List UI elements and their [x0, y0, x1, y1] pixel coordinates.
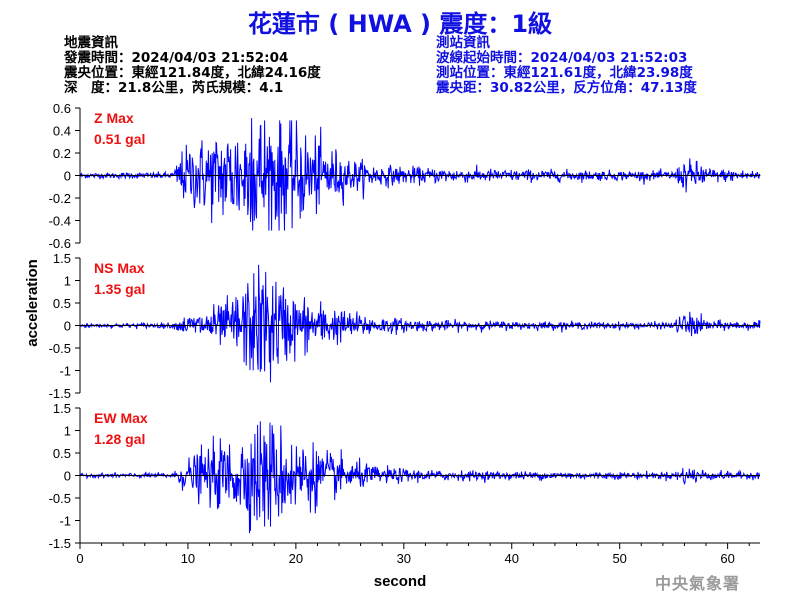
y-tick-label: 1.5 — [53, 401, 71, 416]
earthquake-info: 地震資訊 發震時間：2024/04/03 21:52:04 震央位置：東經121… — [64, 36, 321, 96]
y-tick-label: 0 — [64, 169, 71, 184]
y-tick-label: -1.5 — [49, 386, 71, 401]
x-tick-label: 40 — [505, 551, 519, 566]
waveform-start-time: 波線起始時間：2024/04/03 21:52:03 — [436, 50, 688, 66]
x-tick-label: 30 — [397, 551, 411, 566]
y-tick-label: -1 — [59, 364, 71, 379]
channel-max-label: 0.51 gal — [94, 131, 145, 147]
waveform-trace — [79, 264, 761, 383]
y-tick-label: 0.5 — [53, 296, 71, 311]
page-title: 花蓮市 ( HWA ) 震度：1級 — [247, 10, 553, 38]
y-tick-label: 0.5 — [53, 446, 71, 461]
epicenter-location: 震央位置：東經121.84度，北緯24.16度 — [64, 65, 321, 81]
y-tick-label: -0.5 — [49, 341, 71, 356]
y-tick-label: -0.6 — [49, 236, 71, 251]
channel-name-label: Z Max — [94, 110, 134, 126]
station-info-heading: 測站資訊 — [436, 35, 490, 51]
depth-magnitude: 深 度：21.8公里，芮氏規模：4.1 — [64, 80, 284, 96]
y-tick-label: -1.5 — [49, 536, 71, 551]
y-axis-title: acceleration — [24, 259, 41, 347]
x-tick-label: 10 — [181, 551, 195, 566]
station-location: 測站位置：東經121.61度，北緯23.98度 — [436, 65, 693, 81]
y-tick-label: 0 — [64, 469, 71, 484]
y-tick-label: 0.4 — [53, 124, 71, 139]
agency-watermark: 中央氣象署 — [655, 574, 741, 593]
y-tick-label: 0.2 — [53, 146, 71, 161]
y-tick-label: -0.4 — [49, 214, 71, 229]
channel-name-label: NS Max — [94, 260, 145, 276]
y-tick-label: -1 — [59, 514, 71, 529]
x-tick-label: 50 — [612, 551, 626, 566]
x-tick-label: 0 — [76, 551, 83, 566]
origin-time: 發震時間：2024/04/03 21:52:04 — [64, 50, 289, 66]
y-tick-label: 1 — [64, 424, 71, 439]
x-tick-label: 20 — [289, 551, 303, 566]
y-tick-label: -0.5 — [49, 491, 71, 506]
x-axis-title: second — [374, 573, 427, 590]
epicentral-distance-azimuth: 震央距：30.82公里，反方位角：47.13度 — [436, 80, 697, 96]
channel-name-label: EW Max — [94, 410, 148, 426]
waveform-trace — [79, 421, 761, 534]
y-tick-label: -0.2 — [49, 191, 71, 206]
y-tick-label: 0.6 — [53, 101, 71, 116]
y-tick-label: 0 — [64, 319, 71, 334]
y-tick-label: 1.5 — [53, 251, 71, 266]
x-tick-label: 60 — [720, 551, 734, 566]
station-info: 測站資訊 波線起始時間：2024/04/03 21:52:03 測站位置：東經1… — [436, 36, 697, 96]
channel-max-label: 1.28 gal — [94, 431, 145, 447]
earthquake-info-heading: 地震資訊 — [64, 35, 118, 51]
y-tick-label: 1 — [64, 274, 71, 289]
waveform-trace — [79, 118, 761, 231]
channel-max-label: 1.35 gal — [94, 281, 145, 297]
